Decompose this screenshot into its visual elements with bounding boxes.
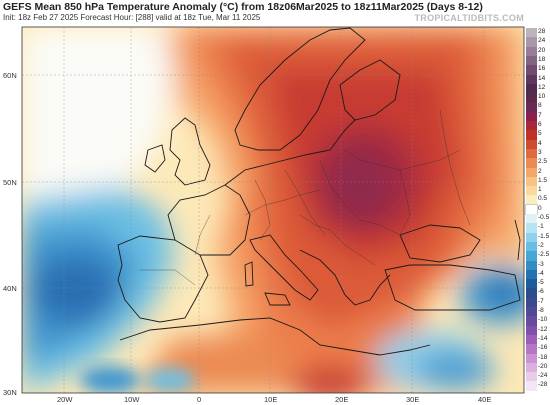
legend-label: 16 — [538, 65, 546, 73]
legend-swatch — [526, 325, 537, 336]
legend-swatch — [526, 176, 537, 187]
legend-swatch — [525, 203, 538, 216]
legend-swatch — [526, 167, 537, 178]
legend-label: -6 — [538, 288, 544, 296]
legend-swatch — [526, 307, 537, 317]
legend-label: -5 — [538, 279, 544, 287]
legend-swatch — [526, 251, 537, 261]
legend-label: -10 — [538, 316, 548, 324]
lon-label-20w: 20W — [57, 395, 73, 404]
legend-label: -7 — [538, 297, 544, 305]
lon-label-10e: 10E — [264, 395, 278, 404]
legend-swatch — [526, 148, 537, 159]
legend-label: 24 — [538, 37, 546, 45]
legend-label: -3 — [538, 260, 544, 268]
legend-label: -14 — [538, 334, 548, 342]
legend-swatch — [526, 121, 537, 131]
legend-swatch — [526, 372, 537, 382]
legend-swatch — [526, 223, 537, 234]
legend-label: -20 — [538, 362, 548, 370]
legend-swatch — [526, 55, 537, 66]
legend-swatch — [526, 269, 537, 280]
legend-swatch — [526, 195, 537, 206]
legend-label: 3 — [538, 148, 542, 156]
legend-label: 6 — [538, 121, 542, 128]
legend-swatch — [526, 65, 537, 75]
legend-label: 28 — [538, 28, 546, 35]
legend-label: -1 — [538, 223, 544, 231]
legend-swatch — [526, 139, 537, 150]
legend-swatch — [526, 74, 537, 85]
legend-swatch — [526, 344, 537, 354]
legend-swatch — [526, 130, 537, 141]
legend-label: 1 — [538, 186, 542, 194]
legend-label: -0.5 — [538, 214, 550, 221]
lat-label-30n: 30N — [3, 388, 17, 397]
legend-swatch — [526, 297, 537, 308]
lon-label-20e: 20E — [335, 395, 349, 404]
legend-label: 0 — [538, 204, 542, 212]
legend-swatch — [526, 111, 537, 122]
lon-label-10w: 10W — [124, 395, 140, 404]
legend-swatch — [526, 288, 537, 299]
legend-swatch — [526, 83, 537, 94]
legend-swatch — [526, 381, 537, 392]
legend-label: -24 — [538, 372, 548, 380]
legend-swatch — [526, 362, 537, 373]
anomaly-field — [22, 27, 524, 393]
map-title: GEFS Mean 850 hPa Temperature Anomaly (°… — [3, 1, 483, 13]
legend-label: -8 — [538, 307, 544, 314]
legend-label: 4 — [538, 139, 542, 147]
legend-label: -28 — [538, 381, 548, 389]
legend-label: -18 — [538, 353, 548, 361]
legend-label: -2 — [538, 241, 544, 249]
legend-swatch — [526, 102, 537, 113]
legend-label: 2.5 — [538, 158, 548, 166]
legend-swatch — [526, 37, 537, 48]
lat-label-50n: 50N — [3, 178, 17, 187]
legend-label: 10 — [538, 93, 546, 101]
legend-label: 1.5 — [538, 176, 548, 184]
legend-swatch — [526, 232, 537, 243]
legend-label: 0.5 — [538, 195, 548, 203]
legend-swatch — [526, 158, 537, 168]
legend-label: 14 — [538, 74, 546, 82]
lat-label-40n: 40N — [3, 284, 17, 293]
lon-label-40e: 40E — [478, 395, 492, 404]
legend-swatch — [526, 28, 537, 38]
map-subtitle: Init: 18z Feb 27 2025 Forecast Hour: [28… — [3, 13, 261, 22]
legend-label: 20 — [538, 46, 546, 54]
coastlines — [117, 27, 521, 356]
brand-watermark: TROPICALTIDBITS.COM — [414, 13, 524, 23]
legend-swatch — [526, 46, 537, 57]
legend-label: -12 — [538, 325, 548, 333]
legend-label: 7 — [538, 111, 542, 119]
legend-label: 12 — [538, 83, 546, 91]
legend-swatch — [526, 93, 537, 103]
legend-swatch — [526, 353, 537, 364]
legend-label: -1.5 — [538, 232, 550, 240]
legend-label: -16 — [538, 344, 548, 352]
legend-label: 5 — [538, 130, 542, 138]
legend-swatch — [526, 334, 537, 345]
legend-swatch — [526, 316, 537, 327]
lon-label-30e: 30E — [406, 395, 420, 404]
borders — [140, 109, 471, 286]
legend-swatch — [526, 279, 537, 289]
legend-swatch — [526, 214, 537, 224]
legend-swatch — [526, 260, 537, 271]
legend-label: 2 — [538, 167, 542, 175]
lon-label-0: 0 — [197, 395, 202, 404]
lat-label-60n: 60N — [3, 71, 17, 80]
legend-label: -2.5 — [538, 251, 550, 259]
legend-swatch — [526, 186, 537, 196]
legend-swatch — [526, 241, 537, 252]
legend-label: 8 — [538, 102, 542, 110]
legend-label: -4 — [538, 269, 544, 277]
legend-label: 18 — [538, 55, 546, 63]
